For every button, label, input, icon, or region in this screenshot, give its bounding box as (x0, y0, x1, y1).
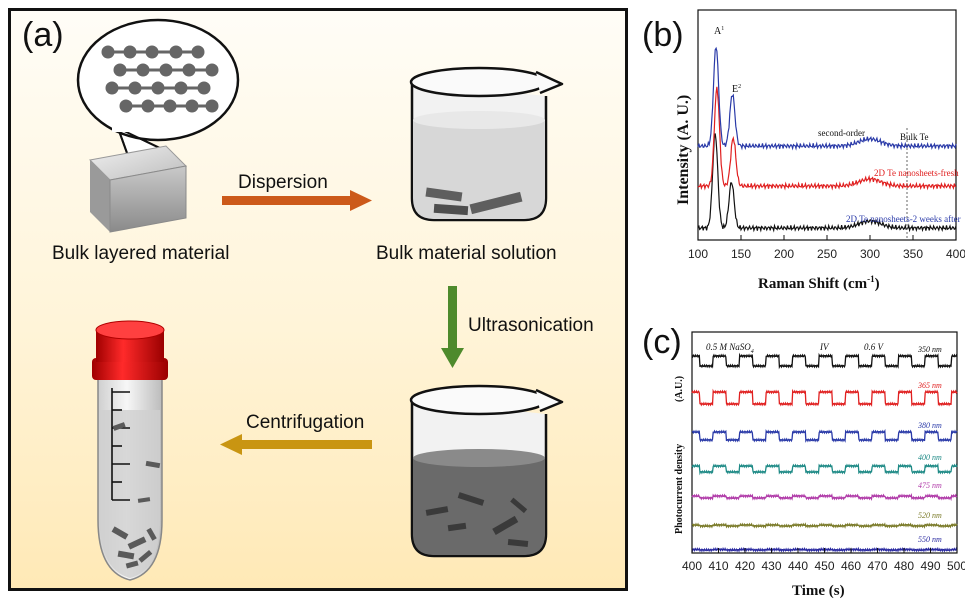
raman-x-ticks: 100 150 200 250 300 350 400 (688, 235, 965, 261)
raman-y-axis-label: Intensity (A. U.) (675, 95, 692, 205)
photocurrent-x-tick-label: 400 (682, 559, 702, 573)
photocurrent-x-tick-label: 420 (735, 559, 755, 573)
photocurrent-series-line (691, 428, 958, 443)
wavelength-label: 380 nm (917, 421, 942, 430)
centrifuge-tube-icon (92, 320, 168, 581)
photocurrent-x-tick-label: 470 (867, 559, 887, 573)
photocurrent-x-tick-label: 440 (788, 559, 808, 573)
panel-a-label: (a) (22, 16, 64, 54)
wavelength-label: 475 nm (918, 481, 942, 490)
raman-x-tick-label: 250 (817, 247, 837, 261)
photocurrent-x-tick-label: 450 (814, 559, 834, 573)
photocurrent-series-line (691, 462, 958, 476)
raman-x-axis-label: Raman Shift (cm-1) (758, 274, 880, 292)
raman-x-tick-label: 400 (946, 247, 965, 261)
raman-series-line (697, 133, 957, 233)
ultrasonication-arrow (441, 286, 464, 368)
photocurrent-series-line (691, 388, 958, 408)
second-order-label: second-order (818, 128, 865, 138)
photocurrent-x-tick-label: 430 (761, 559, 781, 573)
raman-curves (697, 46, 957, 233)
ultrasonication-label: Ultrasonication (468, 315, 594, 336)
series-label-fresh: 2D Te nanosheets-fresh (874, 168, 959, 178)
wavelength-label: 550 nm (918, 535, 942, 544)
wavelength-label: 520 nm (918, 511, 942, 520)
photocurrent-series-line (691, 522, 958, 529)
photocurrent-x-tick-label: 500 (947, 559, 965, 573)
series-label-bulk: Bulk Te (900, 132, 928, 142)
iv-annotation: IV (819, 342, 830, 352)
raman-x-tick-label: 200 (774, 247, 794, 261)
panel-b-label: (b) (642, 16, 684, 54)
bulk-cube-icon (88, 145, 188, 233)
raman-chart: 100 150 200 250 300 350 400 A1 E2 second-order… (675, 9, 965, 292)
peak-e-label: E2 (732, 84, 741, 95)
centrifugation-arrow (220, 434, 372, 455)
centrifugation-label: Centrifugation (246, 412, 365, 433)
raman-x-tick-label: 350 (903, 247, 923, 261)
photocurrent-x-tick-label: 480 (894, 559, 914, 573)
photocurrent-x-tick-label: 460 (841, 559, 861, 573)
raman-series-line (697, 46, 957, 151)
photocurrent-chart: 400 410 420 430 440 450 460 470 480 490 500 350 nm… (674, 331, 965, 599)
photocurrent-x-tick-label: 410 (708, 559, 728, 573)
dispersion-label: Dispersion (238, 172, 328, 193)
raman-plot-area (697, 9, 957, 241)
bias-annotation: 0.6 V (864, 342, 885, 352)
photocurrent-series-line (691, 493, 958, 502)
photocurrent-curves (691, 352, 958, 553)
photocurrent-y-axis-unit: (A.U.) (674, 376, 685, 402)
wavelength-label: 350 nm (917, 345, 942, 354)
electrolyte-annotation: 0.5 M NaSO4 (706, 342, 754, 355)
raman-x-tick-label: 300 (860, 247, 880, 261)
photocurrent-y-axis-label: Photocurrent density (674, 444, 685, 534)
raman-series-line (697, 86, 956, 191)
photocurrent-x-axis-label: Time (s) (792, 583, 845, 599)
panel-c-label: (c) (642, 323, 682, 361)
photocurrent-x-tick-label: 490 (920, 559, 940, 573)
photocurrent-x-ticks: 400 410 420 430 440 450 460 470 480 490 500 (682, 548, 965, 573)
photocurrent-series-line (691, 352, 958, 370)
dispersion-arrow (222, 190, 372, 211)
series-label-aged: 2D Te nanosheets-2 weeks after (846, 214, 961, 224)
beaker-solution-icon (409, 66, 564, 222)
raman-x-tick-label: 150 (731, 247, 751, 261)
wavelength-label: 365 nm (917, 381, 942, 390)
solution-caption: Bulk material solution (376, 243, 557, 264)
beaker-sonicated-icon (409, 384, 564, 558)
bulk-material-caption: Bulk layered material (52, 243, 230, 264)
raman-x-tick-label: 100 (688, 247, 708, 261)
peak-a1-label: A1 (714, 26, 724, 37)
photocurrent-wavelength-labels: 350 nm 365 nm 380 nm 400 nm 475 nm 520 nm 550 … (917, 345, 942, 544)
wavelength-label: 400 nm (918, 453, 942, 462)
